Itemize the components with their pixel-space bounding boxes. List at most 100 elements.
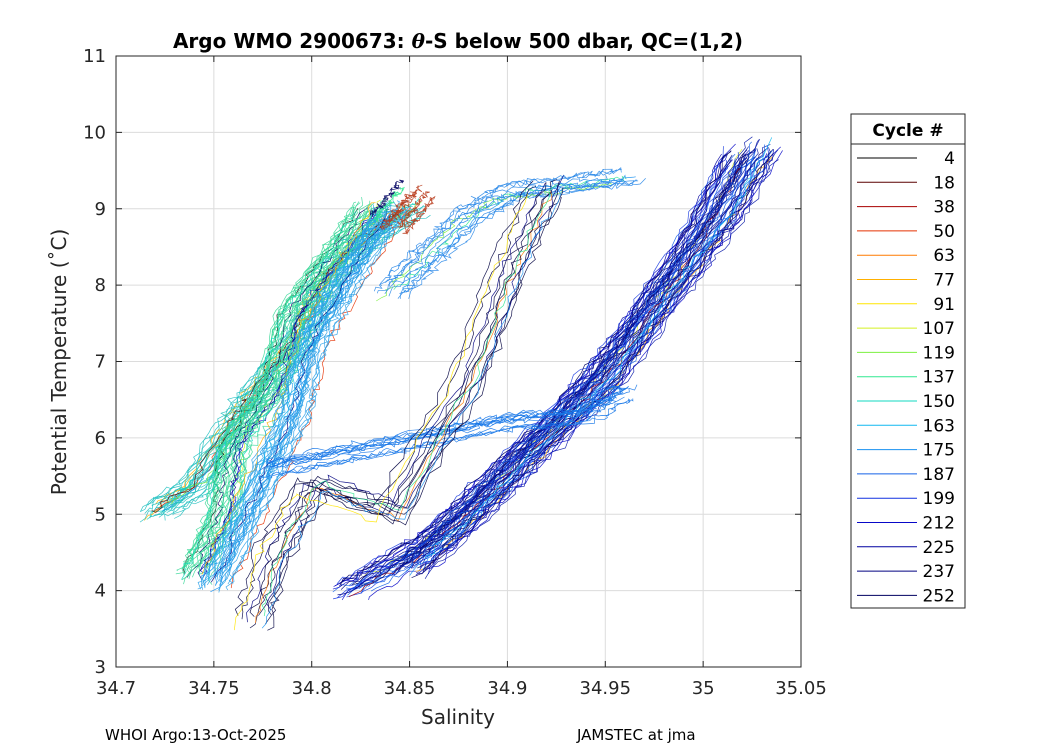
profile-trace	[360, 156, 756, 593]
chart-title-suffix: -S below 500 dbar, QC=(1,2)	[425, 29, 743, 53]
profile-trace	[210, 219, 393, 593]
y-tick-label: 10	[83, 122, 106, 143]
profile-trace	[421, 149, 774, 574]
profile-trace	[197, 218, 377, 590]
profile-trace	[234, 180, 534, 616]
legend-entry-label: 77	[933, 271, 955, 291]
profile-trace	[270, 396, 625, 479]
legend-title: Cycle #	[872, 121, 943, 141]
profile-trace	[411, 155, 770, 579]
profile-trace	[202, 211, 379, 588]
profile-trace	[408, 178, 646, 299]
legend: Cycle # 4 18 38 50 63 77 91 107 119 137 150 163 175 1…	[850, 113, 966, 609]
profile-trace	[249, 182, 547, 617]
profile-trace	[342, 143, 736, 581]
y-tick-label: 5	[95, 504, 106, 525]
y-tick-label: 7	[95, 352, 106, 373]
profile-trace	[201, 202, 376, 575]
profile-trace	[424, 159, 779, 579]
legend-entry-label: 137	[923, 368, 955, 388]
x-tick-label: 34.9	[487, 678, 527, 699]
profile-trace	[422, 149, 773, 571]
legend-entry-label: 199	[923, 489, 955, 509]
profile-trace	[198, 209, 374, 577]
x-tick-label: 34.85	[384, 678, 436, 699]
profile-trace	[397, 180, 635, 299]
profile-trace	[379, 169, 617, 287]
profile-trace	[181, 211, 357, 580]
profile-trace	[175, 206, 354, 575]
profile-trace	[384, 178, 623, 295]
profile-trace	[210, 209, 390, 583]
profile-trace	[376, 179, 611, 294]
x-tick-label: 34.7	[96, 678, 136, 699]
profile-trace	[233, 193, 529, 631]
profile-trace	[339, 151, 732, 587]
profile-trace	[388, 168, 622, 287]
x-tick-label: 35	[692, 678, 715, 699]
profile-trace	[416, 153, 774, 575]
profile-trace	[385, 167, 622, 283]
profile-trace	[218, 200, 399, 578]
legend-box	[850, 113, 966, 609]
profile-trace	[358, 156, 755, 589]
legend-entry-label: 237	[923, 562, 955, 582]
profile-trace	[387, 184, 423, 223]
legend-entry-label: 252	[923, 586, 955, 606]
profile-trace	[155, 213, 413, 516]
profile-trace	[397, 191, 430, 229]
axis-ticks: 34.7 34.75 34.8 34.85 34.9 34.95 35 35.05 3 4 5 6 7 8…	[83, 46, 827, 699]
x-tick-label: 34.8	[292, 678, 332, 699]
profile-trace	[281, 398, 631, 476]
profile-trace	[261, 192, 562, 629]
profile-trace	[267, 197, 562, 631]
profile-trace	[402, 195, 436, 235]
legend-entry-label: 187	[923, 465, 955, 485]
x-tick-label: 35.05	[775, 678, 827, 699]
legend-entry-label: 212	[923, 514, 955, 534]
legend-entry-label: 175	[923, 441, 955, 461]
x-axis-label: Salinity	[421, 705, 495, 729]
legend-entry-label: 18	[933, 173, 955, 193]
profile-trace	[283, 384, 638, 463]
y-tick-label: 8	[95, 275, 106, 296]
profile-trace	[228, 211, 406, 584]
profile-trace	[218, 215, 392, 586]
chart-title: Argo WMO 2900673: θ-S below 500 dbar, QC…	[173, 29, 743, 53]
profile-trace	[332, 154, 725, 590]
legend-entry-label: 119	[923, 343, 955, 363]
legend-entry-label: 150	[923, 392, 955, 412]
profile-trace	[405, 148, 757, 572]
profile-trace	[227, 206, 410, 585]
chart-title-prefix: Argo WMO 2900673:	[173, 29, 412, 53]
y-tick-label: 9	[95, 199, 106, 220]
profile-trace	[214, 200, 391, 574]
profile-trace	[393, 175, 627, 290]
profile-trace	[403, 141, 752, 562]
y-tick-label: 3	[95, 657, 106, 678]
profile-trace	[416, 144, 766, 566]
profile-trace	[268, 387, 628, 468]
profile-trace	[424, 137, 773, 559]
profile-trace	[181, 210, 357, 581]
profile-trace	[261, 184, 557, 617]
profile-trace	[183, 201, 360, 568]
profile-trace	[355, 149, 750, 587]
chart-title-theta: θ	[412, 29, 426, 53]
legend-entry-label: 50	[933, 222, 955, 242]
footer-credit: JAMSTEC at jma	[577, 726, 696, 744]
profile-trace	[267, 386, 623, 465]
y-axis-label: Potential Temperature (˚C)	[47, 229, 71, 496]
profile-trace	[249, 191, 552, 629]
profile-trace	[207, 201, 388, 581]
profile-trace	[369, 179, 405, 218]
legend-entries: 4 18 38 50 63 77 91 107 119 137 150 163 175 187 199 212…	[857, 149, 955, 606]
profile-trace	[201, 204, 374, 581]
profile-trace	[399, 180, 639, 299]
x-tick-label: 34.75	[188, 678, 240, 699]
profile-trace	[197, 209, 378, 580]
data-traces	[139, 136, 783, 631]
legend-entry-label: 163	[923, 416, 955, 436]
y-tick-label: 6	[95, 428, 106, 449]
